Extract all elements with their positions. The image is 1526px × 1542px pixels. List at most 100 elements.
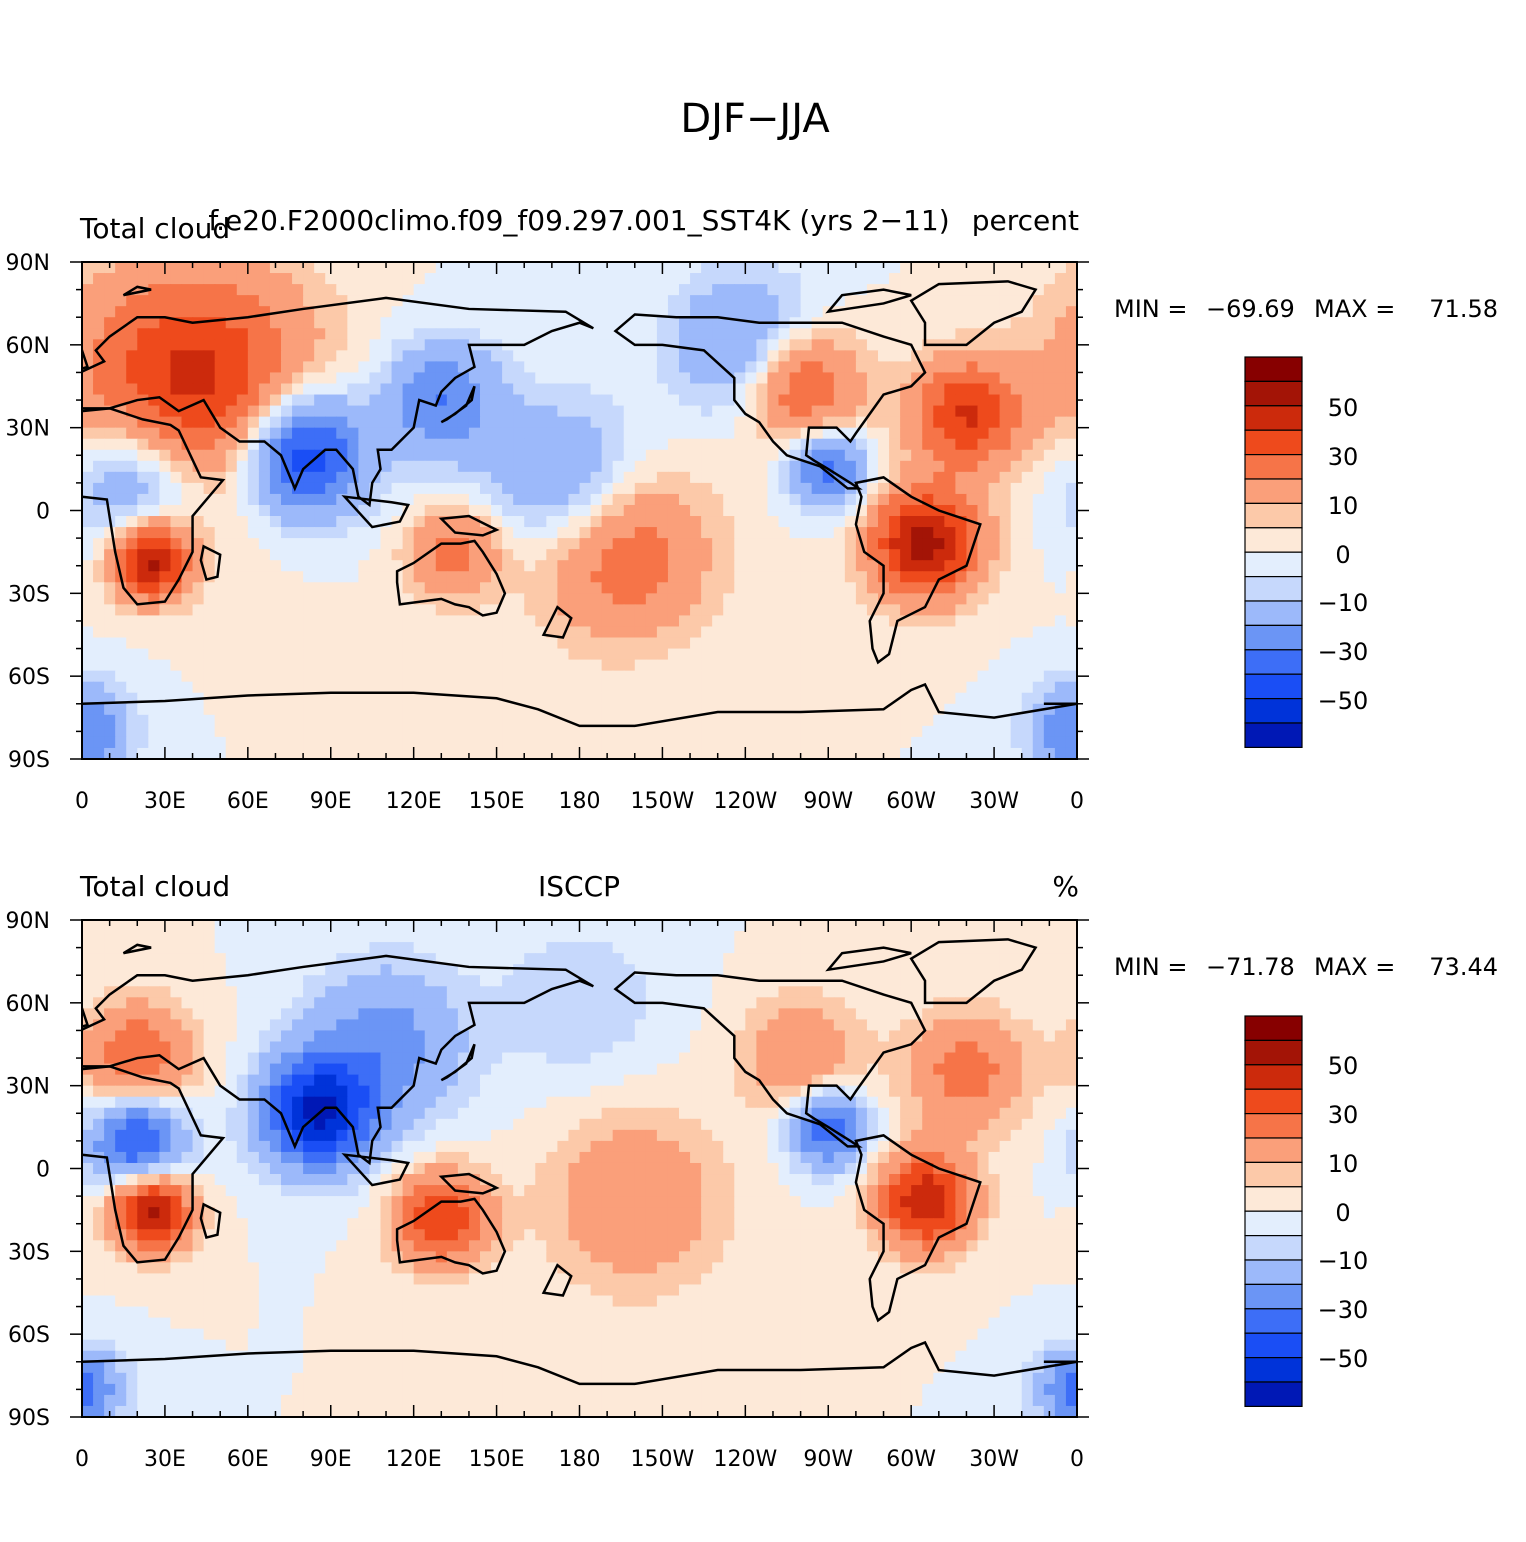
contour-cell <box>336 737 348 749</box>
contour-cell <box>137 406 149 418</box>
contour-cell <box>801 516 813 528</box>
contour-cell <box>922 273 934 285</box>
contour-cell <box>458 660 470 672</box>
contour-cell <box>1011 262 1023 274</box>
contour-cell <box>635 953 647 965</box>
contour-cell <box>104 450 116 462</box>
contour-cell <box>325 273 337 285</box>
contour-cell <box>580 638 592 650</box>
contour-cell <box>248 395 260 407</box>
contour-cell <box>779 942 791 954</box>
contour-cell <box>635 439 647 451</box>
contour-cell <box>215 704 227 716</box>
contour-cell <box>867 975 879 987</box>
contour-cell <box>591 406 603 418</box>
contour-cell <box>900 671 912 683</box>
contour-cell <box>580 682 592 694</box>
contour-cell <box>767 306 779 318</box>
contour-cell <box>292 560 304 572</box>
contour-cell <box>933 593 945 605</box>
contour-cell <box>900 439 912 451</box>
contour-cell <box>723 615 735 627</box>
contour-cell <box>867 931 879 943</box>
contour-cell <box>347 516 359 528</box>
contour-cell <box>447 626 459 638</box>
contour-cell <box>922 615 934 627</box>
contour-cell <box>248 975 260 987</box>
contour-cell <box>1044 671 1056 683</box>
contour-cell <box>845 417 857 429</box>
contour-cell <box>756 527 768 539</box>
contour-cell <box>204 439 216 451</box>
contour-cell <box>347 417 359 429</box>
contour-cell <box>336 571 348 583</box>
contour-cell <box>170 505 182 517</box>
contour-cell <box>281 942 293 954</box>
contour-cell <box>989 417 1001 429</box>
contour-cell <box>115 350 127 362</box>
contour-cell <box>591 273 603 285</box>
contour-cell <box>1022 383 1034 395</box>
contour-cell <box>193 1008 205 1020</box>
contour-cell <box>159 571 171 583</box>
contour-cell <box>1055 472 1067 484</box>
contour-cell <box>580 660 592 672</box>
contour-cell <box>82 538 94 550</box>
contour-cell <box>182 328 194 340</box>
contour-cell <box>690 549 702 561</box>
contour-cell <box>966 571 978 583</box>
contour-cell <box>491 704 503 716</box>
contour-cell <box>624 516 636 528</box>
contour-cell <box>978 615 990 627</box>
contour-cell <box>1033 428 1045 440</box>
contour-cell <box>314 682 326 694</box>
contour-cell <box>790 461 802 473</box>
contour-cell <box>922 931 934 943</box>
contour-cell <box>126 494 138 506</box>
contour-cell <box>458 649 470 661</box>
contour-cell <box>447 361 459 373</box>
contour-cell <box>1011 328 1023 340</box>
contour-cell <box>834 494 846 506</box>
contour-cell <box>193 306 205 318</box>
contour-cell <box>159 704 171 716</box>
contour-cell <box>933 483 945 495</box>
contour-cell <box>790 626 802 638</box>
contour-cell <box>226 682 238 694</box>
contour-cell <box>1011 538 1023 550</box>
contour-cell <box>392 942 404 954</box>
contour-cell <box>1033 671 1045 683</box>
contour-cell <box>933 306 945 318</box>
contour-cell <box>978 406 990 418</box>
contour-cell <box>480 931 492 943</box>
contour-cell <box>690 582 702 594</box>
contour-cell <box>193 483 205 495</box>
contour-cell <box>966 372 978 384</box>
contour-cell <box>1033 986 1045 998</box>
contour-cell <box>392 715 404 727</box>
contour-cell <box>1011 726 1023 738</box>
contour-cell <box>126 472 138 484</box>
contour-cell <box>767 593 779 605</box>
contour-cell <box>126 964 138 976</box>
contour-cell <box>115 964 127 976</box>
contour-cell <box>281 560 293 572</box>
contour-cell <box>801 527 813 539</box>
contour-cell <box>369 328 381 340</box>
contour-cell <box>204 450 216 462</box>
contour-cell <box>381 693 393 705</box>
contour-cell <box>1066 997 1078 1009</box>
contour-cell <box>159 671 171 683</box>
contour-cell <box>403 350 415 362</box>
contour-cell <box>734 483 746 495</box>
contour-cell <box>237 582 249 594</box>
contour-cell <box>801 737 813 749</box>
contour-cell <box>369 997 381 1009</box>
contour-cell <box>170 527 182 539</box>
contour-cell <box>369 975 381 987</box>
x-tick-label: 60W <box>886 789 936 814</box>
contour-cell <box>82 527 94 539</box>
contour-cell <box>613 693 625 705</box>
contour-cell <box>535 406 547 418</box>
contour-cell <box>922 262 934 274</box>
